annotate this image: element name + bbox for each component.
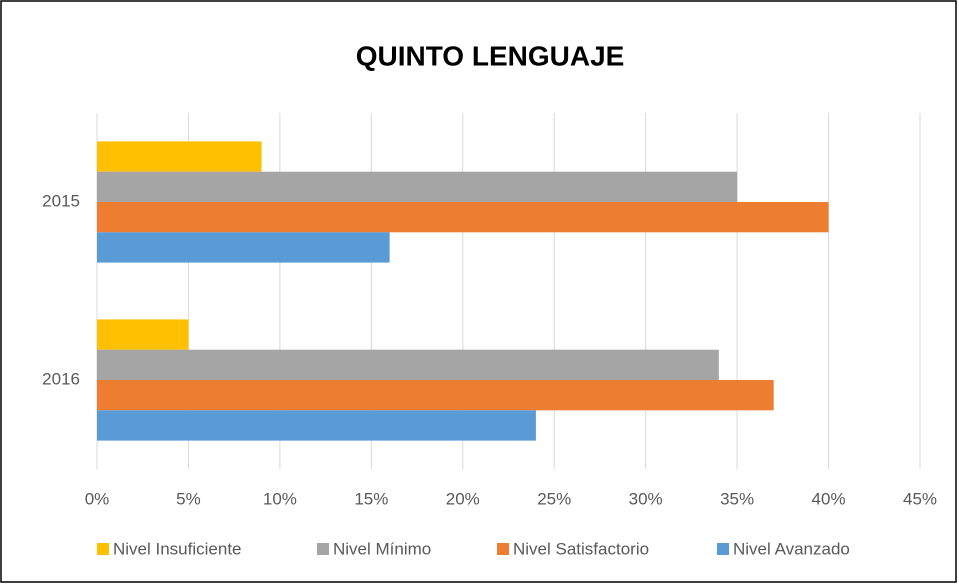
legend-label: Nivel Satisfactorio (513, 539, 649, 558)
legend-swatch (317, 543, 329, 555)
x-tick-label: 0% (85, 489, 110, 508)
bar (97, 232, 390, 263)
x-tick-label: 10% (263, 489, 297, 508)
bar (97, 410, 536, 441)
bar (97, 380, 774, 411)
y-tick-label: 2015 (42, 191, 80, 210)
legend-swatch (97, 543, 109, 555)
legend-label: Nivel Insuficiente (113, 539, 242, 558)
x-tick-label: 40% (812, 489, 846, 508)
x-tick-label: 25% (537, 489, 571, 508)
x-tick-label: 35% (720, 489, 754, 508)
legend-swatch (717, 543, 729, 555)
chart-title: QUINTO LENGUAJE (356, 40, 625, 71)
bar (97, 171, 738, 202)
x-tick-label: 15% (354, 489, 388, 508)
x-tick-label: 30% (629, 489, 663, 508)
legend-label: Nivel Avanzado (733, 539, 850, 558)
y-tick-label: 2016 (42, 369, 80, 388)
legend-label: Nivel Mínimo (333, 539, 431, 558)
bar (97, 141, 262, 172)
legend-swatch (497, 543, 509, 555)
x-tick-label: 5% (176, 489, 201, 508)
bar (97, 319, 189, 350)
x-tick-label: 20% (446, 489, 480, 508)
bar (97, 202, 829, 233)
x-tick-label: 45% (903, 489, 937, 508)
bar (97, 349, 719, 380)
